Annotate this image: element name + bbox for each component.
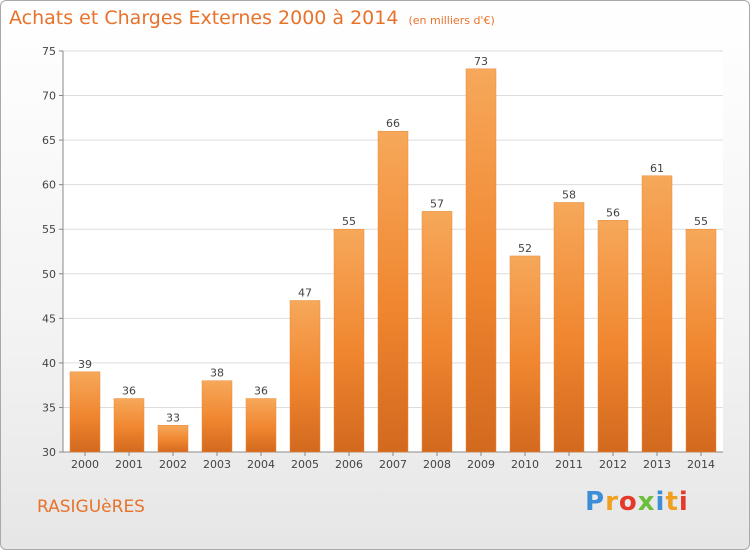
bar-value-label: 58 [562,188,576,201]
proxiti-logo: Proxiti [585,487,689,517]
x-tick-label: 2006 [335,458,363,471]
bar-value-label: 52 [518,242,532,255]
bar [597,220,629,453]
x-tick-label: 2010 [511,458,539,471]
bar [113,398,145,453]
bar [509,255,541,453]
logo-letter: r [605,487,619,517]
bar-value-label: 36 [122,385,136,398]
y-tick-label: 70 [42,90,56,103]
y-tick-label: 75 [42,45,56,58]
logo-letter: x [637,487,656,517]
title-row: Achats et Charges Externes 2000 à 2014 (… [9,7,495,29]
bar-value-label: 55 [342,215,356,228]
bar-value-label: 61 [650,162,664,175]
y-tick-label: 65 [42,134,56,147]
logo-letter: i [678,487,689,517]
bar [465,68,497,453]
bar-value-label: 38 [210,367,224,380]
logo-letter: i [655,487,666,517]
x-tick-label: 2013 [643,458,671,471]
x-tick-label: 2005 [291,458,319,471]
x-tick-label: 2004 [247,458,275,471]
y-tick-label: 50 [42,268,56,281]
x-tick-label: 2001 [115,458,143,471]
bar-value-label: 55 [694,215,708,228]
bar [201,380,233,453]
bar [377,130,409,453]
bar-value-label: 33 [166,411,180,424]
bar-value-label: 39 [78,358,92,371]
logo-letter: P [585,487,606,517]
bar [553,202,585,453]
bar-value-label: 73 [474,55,488,68]
bar-value-label: 66 [386,117,400,130]
bar-value-label: 57 [430,197,444,210]
x-tick-label: 2012 [599,458,627,471]
bar [245,398,277,453]
bar-value-label: 36 [254,385,268,398]
y-tick-label: 45 [42,312,56,325]
y-tick-label: 30 [42,446,56,459]
chart-title: Achats et Charges Externes 2000 à 2014 [9,7,399,29]
x-tick-label: 2007 [379,458,407,471]
y-tick-label: 60 [42,179,56,192]
x-tick-label: 2014 [687,458,715,471]
x-tick-label: 2009 [467,458,495,471]
bar [333,228,365,453]
x-tick-label: 2008 [423,458,451,471]
bar [157,425,189,453]
bar-value-label: 56 [606,206,620,219]
chart-unit: (en milliers d'€) [408,14,495,27]
logo-letter: o [618,487,638,517]
y-tick-label: 35 [42,401,56,414]
y-tick-label: 55 [42,223,56,236]
commune-name: RASIGUèRES [37,497,145,517]
y-tick-label: 40 [42,357,56,370]
bar [289,300,321,453]
x-tick-label: 2000 [71,458,99,471]
x-tick-label: 2011 [555,458,583,471]
bar [685,228,717,453]
bar [421,211,453,453]
logo-letter: t [665,487,679,517]
bar [641,175,673,453]
x-tick-label: 2003 [203,458,231,471]
x-tick-label: 2002 [159,458,187,471]
bar-value-label: 47 [298,287,312,300]
bar [69,371,101,453]
